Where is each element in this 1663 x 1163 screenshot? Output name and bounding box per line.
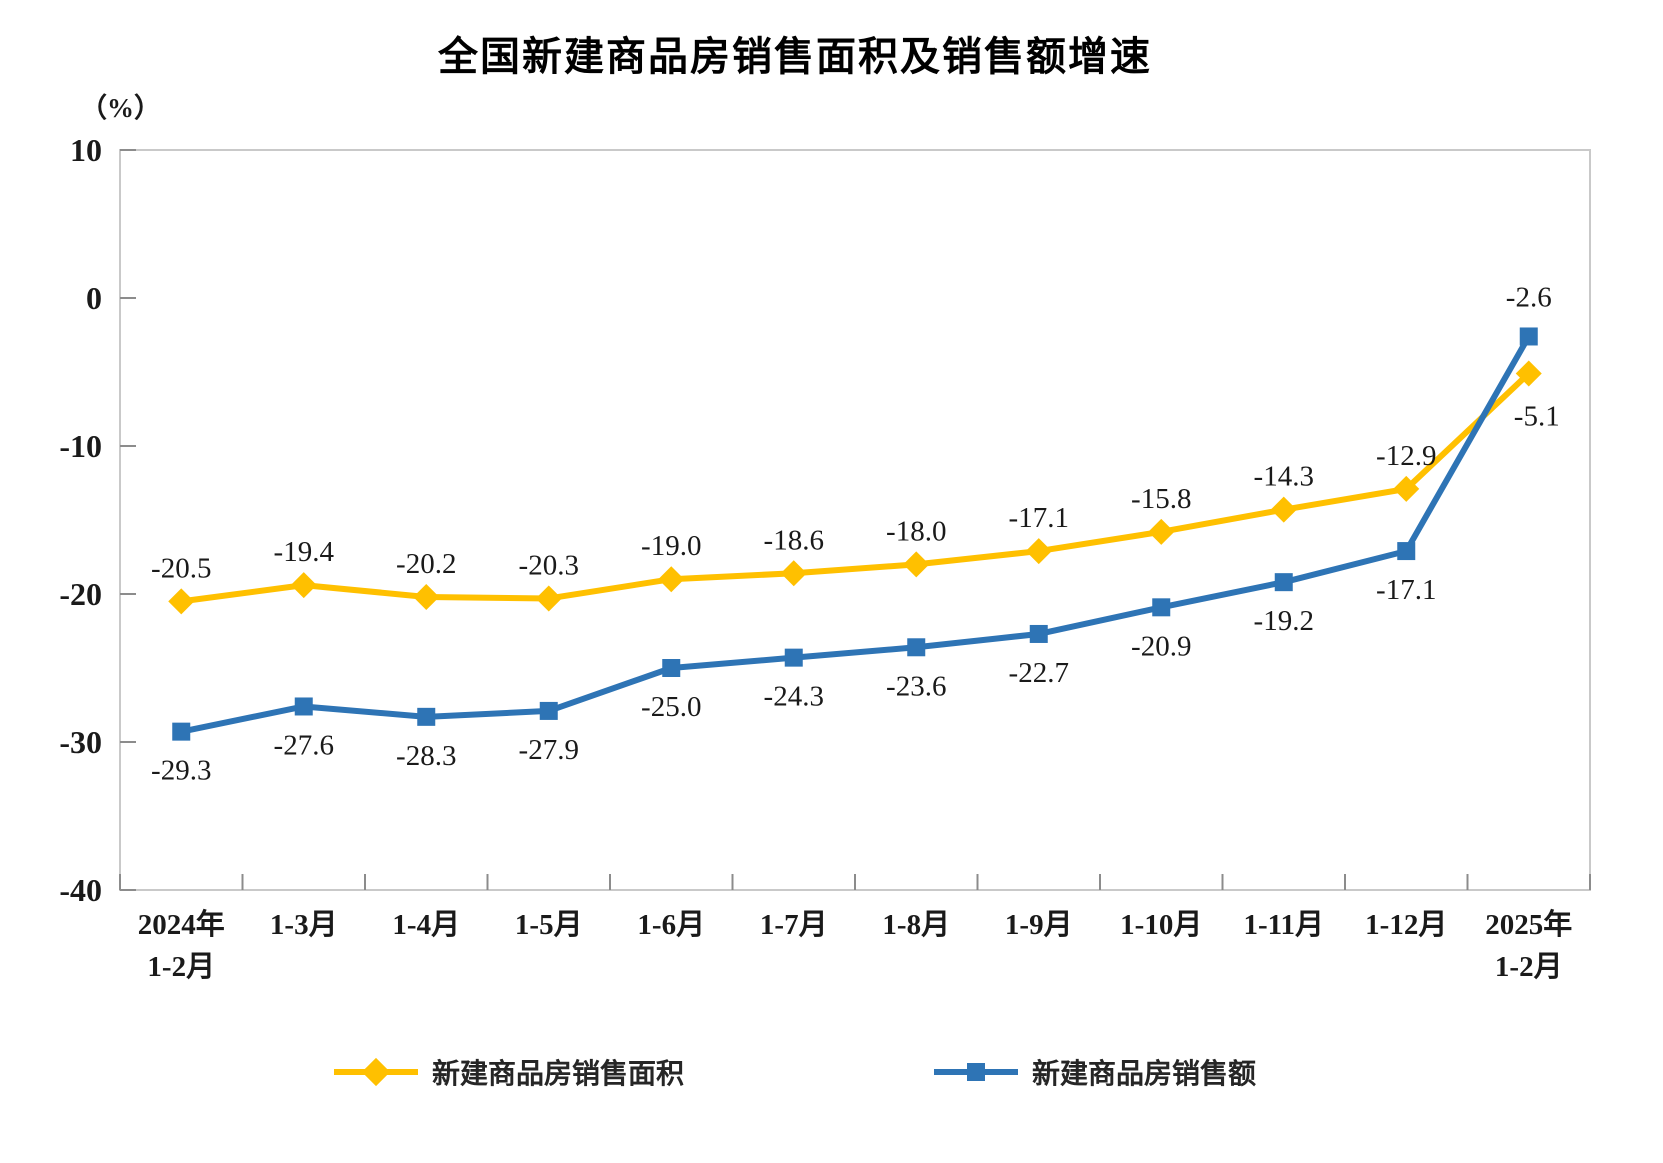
data-label: -2.6 — [1506, 281, 1552, 313]
series-line — [178, 370, 1532, 605]
y-tick-label: -30 — [59, 724, 102, 760]
data-label: -23.6 — [886, 670, 946, 702]
x-tick-label: 1-5月 — [515, 909, 583, 941]
y-axis: 10 0 -10 -20 -30 -40 — [59, 132, 136, 908]
data-label: -12.9 — [1376, 440, 1436, 472]
data-label: -24.3 — [764, 681, 824, 713]
data-point-marker — [290, 572, 317, 599]
x-tick-label: 1-8月 — [882, 909, 950, 941]
plot-border — [119, 149, 1591, 891]
data-point-marker — [658, 566, 685, 593]
y-tick-label: -20 — [59, 576, 102, 612]
data-label: -5.1 — [1514, 400, 1560, 432]
data-point-marker — [1274, 573, 1293, 592]
data-point-marker — [903, 551, 930, 578]
data-label: -29.3 — [151, 755, 211, 787]
data-point-marker — [1025, 538, 1052, 565]
x-tick-label: 2025年 1-2月 — [1485, 907, 1572, 983]
x-tick-label: 1-12月 — [1365, 909, 1447, 941]
data-point-marker — [168, 588, 195, 615]
data-label: -19.2 — [1254, 605, 1314, 637]
data-label: -28.3 — [396, 740, 456, 772]
data-label: -17.1 — [1376, 574, 1436, 606]
series-line — [178, 333, 1532, 735]
data-label: -25.0 — [641, 691, 701, 723]
legend-item-sales-area: 新建商品房销售面积 — [333, 1052, 684, 1092]
chart-title: 全国新建商品房销售面积及销售额增速 — [438, 35, 1152, 79]
data-point-marker — [1515, 360, 1542, 387]
series-sales-area: -20.5 -19.4 -20.2 -20.3 -19.0 -18.6 -18.0 -17.1… — [151, 360, 1560, 615]
data-label: -20.9 — [1131, 630, 1191, 662]
y-tick-label: -40 — [59, 872, 102, 908]
x-tick-label: 1-7月 — [760, 909, 828, 941]
series-sales-value: -29.3 -27.6 -28.3 -27.9 -25.0 -24.3 -23.6 -22.7… — [151, 281, 1552, 786]
data-label: -20.5 — [151, 552, 211, 584]
y-tick-label: 10 — [70, 132, 102, 168]
chart-legend: 新建商品房销售面积 新建商品房销售额 — [0, 1052, 1590, 1092]
x-axis: 2024年 1-2月 1-3月 1-4月 1-5月 1-6月 1-7月 1-8月 1-9月 1-1… — [119, 874, 1591, 983]
data-point-marker — [539, 701, 558, 720]
x-tick-label: 2024年 1-2月 — [138, 907, 225, 983]
data-point-marker — [907, 638, 926, 657]
data-point-marker — [1029, 624, 1048, 643]
legend-item-sales-value: 新建商品房销售额 — [934, 1052, 1256, 1092]
data-point-marker — [417, 707, 436, 726]
x-tick-label: 1-9月 — [1005, 909, 1073, 941]
data-point-marker — [294, 697, 313, 716]
x-tick-label: 1-6月 — [637, 909, 705, 941]
data-point-marker — [1397, 542, 1416, 561]
data-point-marker — [780, 560, 807, 587]
data-label: -20.3 — [519, 549, 579, 581]
x-tick-label: 1-11月 — [1243, 909, 1324, 941]
data-point-marker — [1270, 496, 1297, 523]
y-tick-label: -10 — [59, 428, 102, 464]
data-label: -19.0 — [641, 530, 701, 562]
data-point-marker — [1148, 518, 1175, 545]
data-point-marker — [172, 722, 191, 741]
legend-line-swatch — [934, 1063, 1018, 1081]
square-marker-icon — [967, 1063, 985, 1081]
y-tick-label: 0 — [86, 280, 102, 316]
data-point-marker — [1519, 327, 1538, 346]
legend-line-swatch — [333, 1057, 418, 1087]
data-point-marker — [662, 659, 681, 677]
x-tick-label: 1-3月 — [270, 909, 338, 941]
data-label: -19.4 — [274, 536, 335, 568]
data-point-marker — [413, 583, 440, 610]
y-axis-unit-label: （%） — [80, 93, 161, 123]
legend-label: 新建商品房销售额 — [1032, 1059, 1257, 1090]
x-tick-label: 1-4月 — [392, 909, 460, 941]
data-label: -27.6 — [274, 729, 334, 761]
diamond-marker-icon — [361, 1057, 391, 1087]
legend-label: 新建商品房销售面积 — [431, 1059, 684, 1090]
data-point-marker — [784, 648, 803, 667]
data-point-marker — [1393, 475, 1420, 502]
data-point-marker — [535, 585, 562, 612]
data-label: -20.2 — [396, 548, 456, 580]
data-label: -18.0 — [886, 515, 946, 547]
chart-canvas: 10 0 -10 -20 -30 -40 2024年 1-2月 1-3月 1-4月 1-5月 1-6月… — [59, 132, 1591, 983]
data-label: -14.3 — [1254, 461, 1314, 493]
data-label: -18.6 — [764, 524, 824, 556]
x-tick-label: 1-10月 — [1120, 909, 1202, 941]
data-label: -22.7 — [1009, 657, 1069, 689]
data-label: -15.8 — [1131, 483, 1191, 515]
data-label: -27.9 — [519, 734, 579, 766]
data-point-marker — [1152, 598, 1171, 617]
data-label: -17.1 — [1009, 502, 1069, 534]
